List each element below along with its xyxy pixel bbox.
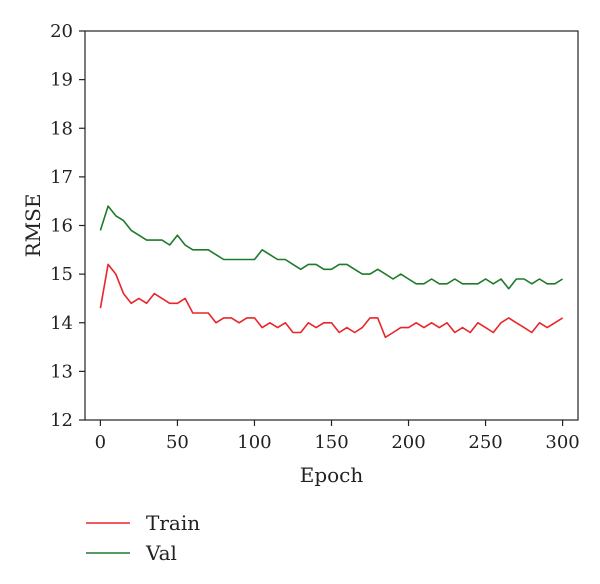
legend-label-val: Val <box>145 541 177 565</box>
x-axis-ticks: 0 50 100 150 200 250 300 <box>95 420 580 453</box>
legend: Train Val <box>86 511 200 565</box>
x-tick-label: 0 <box>95 432 106 453</box>
x-tick-label: 250 <box>468 432 502 453</box>
y-tick-label: 14 <box>50 313 73 334</box>
y-tick-label: 12 <box>50 410 73 431</box>
y-tick-label: 15 <box>50 264 73 285</box>
x-tick-label: 300 <box>545 432 579 453</box>
y-axis-title: RMSE <box>21 194 45 258</box>
series-line-train <box>99 263 564 339</box>
series-line-val <box>99 205 564 290</box>
y-tick-label: 13 <box>50 361 73 382</box>
y-tick-label: 20 <box>50 21 73 42</box>
y-tick-label: 18 <box>50 118 73 139</box>
plot-frame <box>84 30 579 421</box>
y-axis-ticks: 12 13 14 15 16 17 18 19 20 <box>50 21 85 431</box>
legend-label-train: Train <box>146 511 200 535</box>
x-tick-label: 100 <box>237 432 271 453</box>
x-tick-label: 50 <box>166 432 189 453</box>
y-tick-label: 19 <box>50 70 73 91</box>
y-tick-label: 17 <box>50 167 73 188</box>
x-axis-title: Epoch <box>300 463 364 487</box>
plot-lines <box>99 205 564 339</box>
x-tick-label: 150 <box>314 432 348 453</box>
x-tick-label: 200 <box>391 432 425 453</box>
y-tick-label: 16 <box>50 216 73 237</box>
